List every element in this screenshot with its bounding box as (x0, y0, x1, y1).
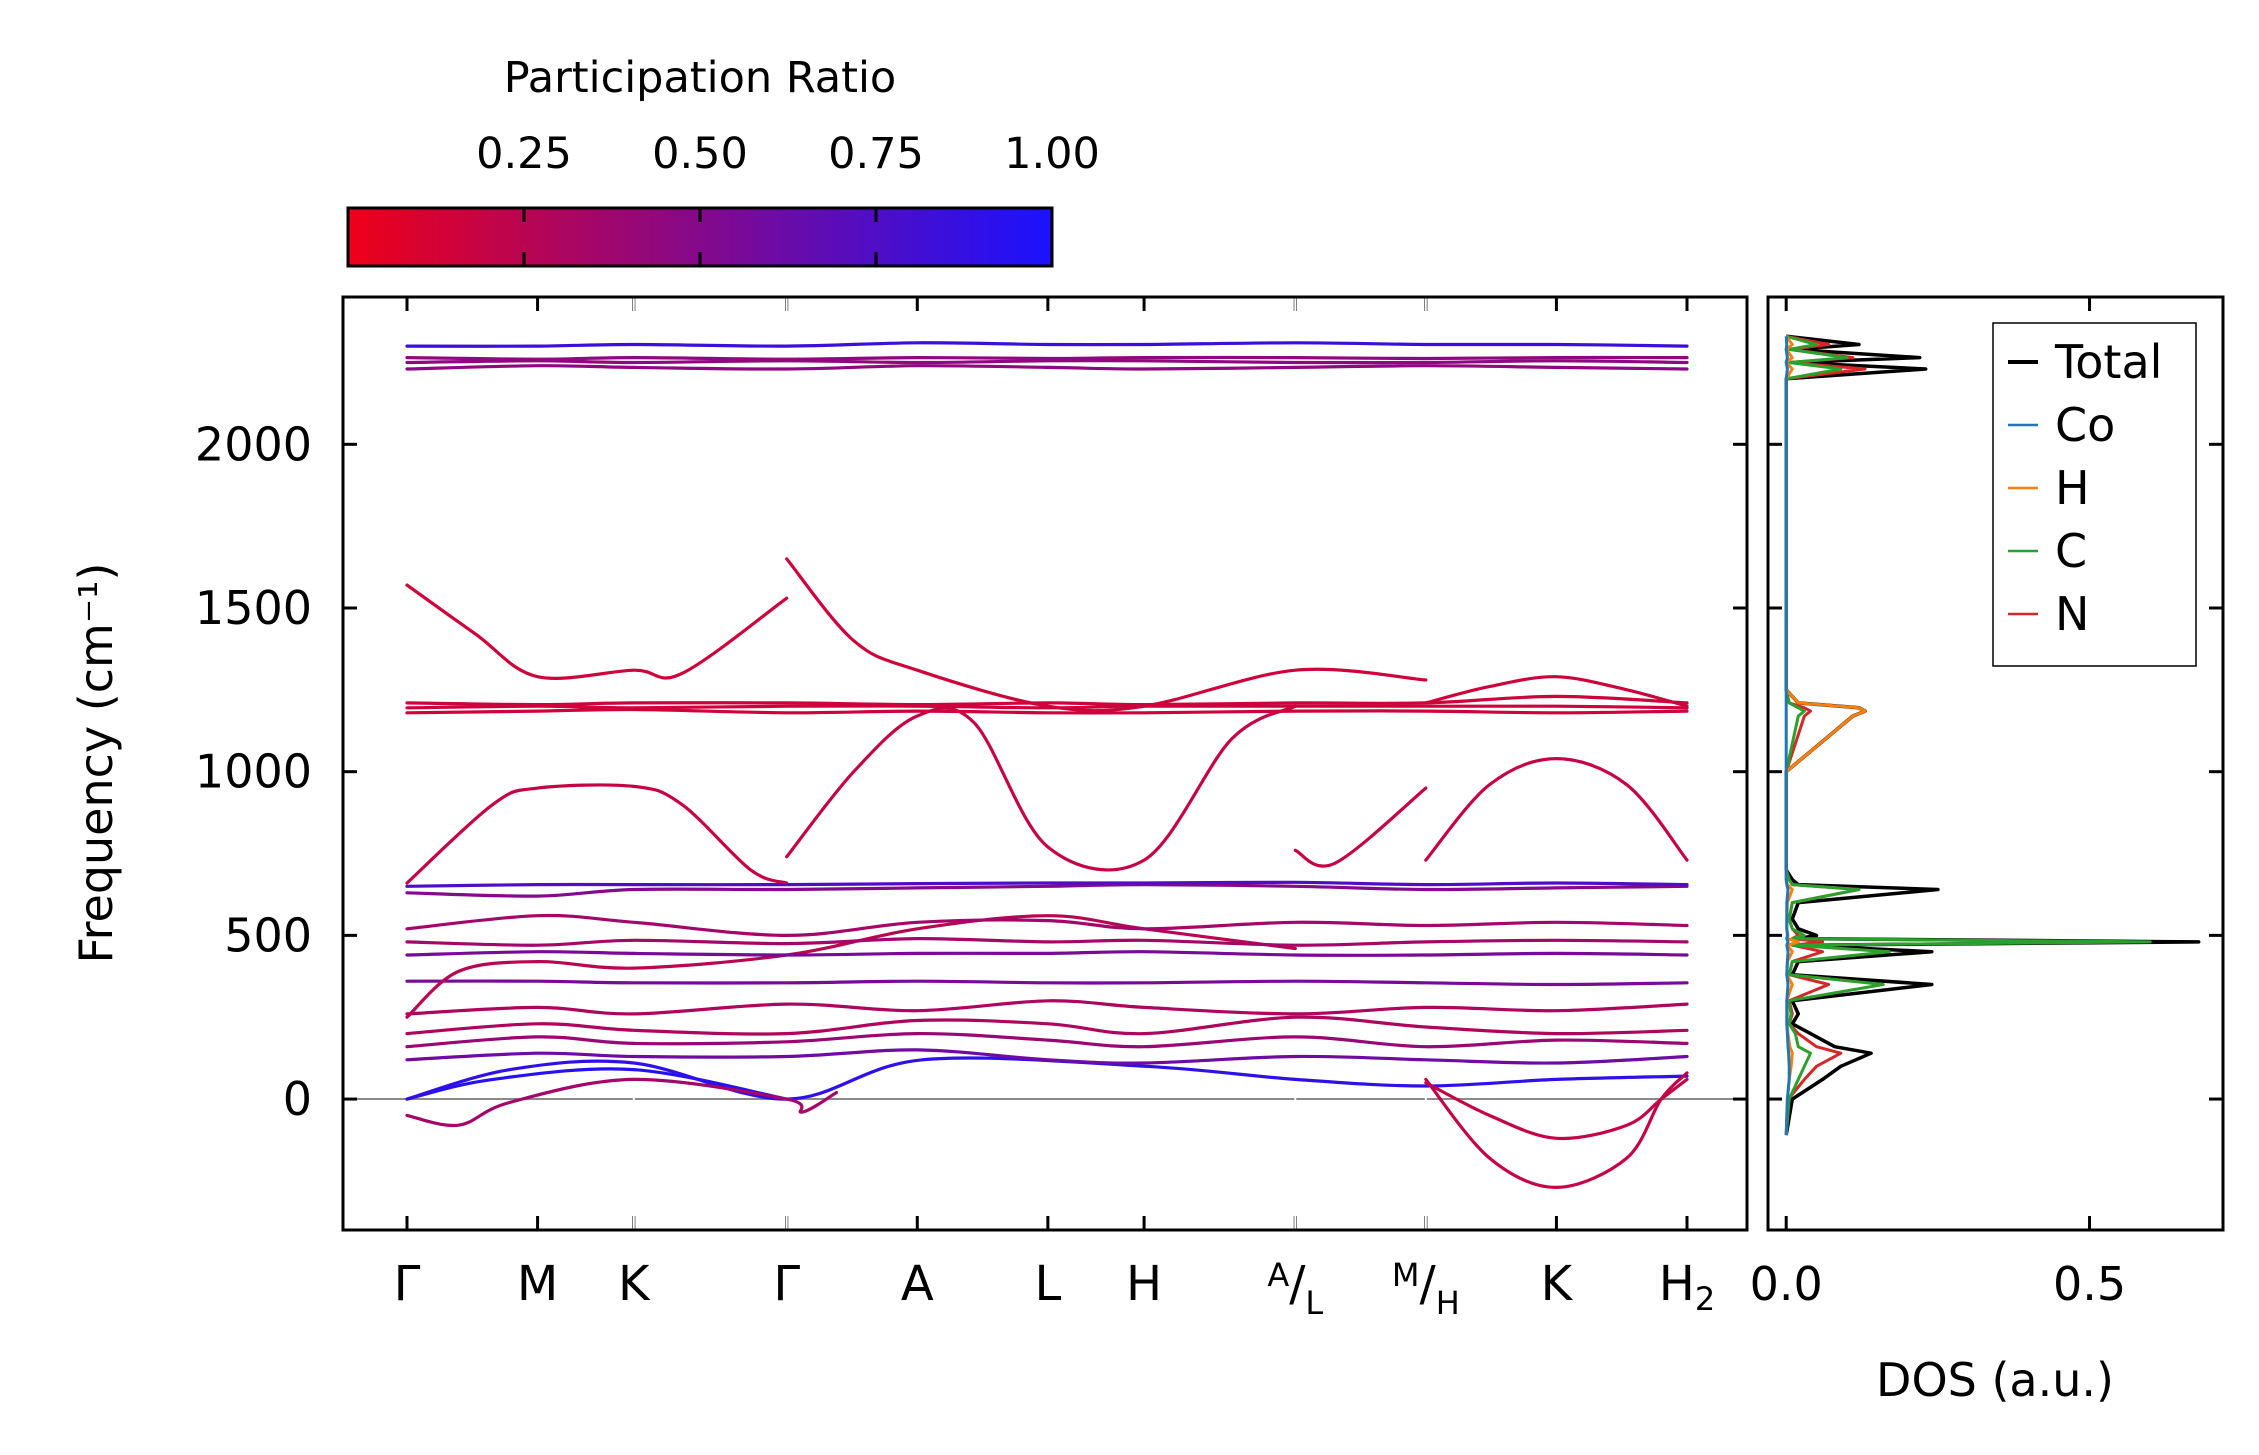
legend-entries: Total Co HCN (2008, 335, 2162, 641)
band-line-band-30 (405, 341, 1689, 348)
band-line-band-7 (405, 999, 1689, 1016)
colorbar: Participation Ratio 0.25 0.50 0.75 1.00 (346, 53, 1100, 268)
band-xtick-label: K (1541, 1256, 1574, 1312)
band-ytick-label: 0 (283, 1072, 312, 1126)
band-ytick-label: 1000 (195, 745, 312, 799)
dos-xtick-label: 0.0 (1750, 1257, 1823, 1311)
band-line-band-18 (1424, 756, 1689, 862)
band-line-band-24 (1424, 675, 1689, 708)
band-line-band-23 (785, 557, 1428, 713)
dos-axes: 0.0 0.5 (1750, 297, 2223, 1311)
band-line-band-11 (405, 936, 1689, 947)
band-line-band-16 (785, 704, 1297, 872)
colorbar-tick-label: 0.75 (828, 129, 924, 179)
band-line-band-3 (405, 1077, 839, 1128)
band-xtick-label: M/H (1392, 1256, 1460, 1322)
band-xtick-label: H (1126, 1256, 1162, 1312)
colorbar-tick-label: 0.25 (476, 129, 572, 179)
band-line-band-26 (1424, 1071, 1689, 1190)
dos-lines (1784, 334, 2201, 1136)
band-xtick-label: A/L (1267, 1256, 1323, 1322)
colorbar-tick-label: 1.00 (1004, 129, 1100, 179)
band-structure-panel: 0 500 1000 1500 2000 Γ M K Γ A L H A/L M/H K H2 Frequen… (69, 295, 1749, 1322)
dos-xtick-label: 0.5 (2053, 1257, 2126, 1311)
band-line-band-21 (405, 694, 1689, 707)
dos-frame (1766, 295, 2225, 1232)
band-line-band-12 (405, 913, 1689, 938)
dos-xlabel: DOS (a.u.) (1876, 1353, 2114, 1407)
band-line-band-28 (405, 359, 1689, 365)
band-ytick-label: 1500 (195, 581, 312, 635)
band-axes: 0 500 1000 1500 2000 Γ M K Γ A L H A/L M/H K H2 (195, 297, 1747, 1322)
band-line-band-27 (405, 364, 1689, 371)
band-xtick-label: K (618, 1256, 651, 1312)
legend-label-n: N (2055, 587, 2089, 641)
dos-line-co (1784, 336, 1791, 1136)
band-xtick-label: L (1034, 1256, 1061, 1312)
legend-label-co: Co (2055, 398, 2115, 452)
band-line-band-19 (405, 707, 1689, 715)
colorbar-tick-label: 0.50 (652, 129, 748, 179)
legend-label-c: C (2055, 524, 2087, 578)
band-line-band-1 (405, 1067, 789, 1101)
band-line-band-6 (405, 1015, 1689, 1036)
band-line-band-15 (405, 783, 789, 885)
band-ytick-label: 2000 (195, 417, 312, 471)
band-xtick-label: Γ (394, 1256, 421, 1312)
band-xtick-label: Γ (773, 1256, 800, 1312)
band-line-band-22 (405, 583, 789, 680)
band-line-band-2 (405, 1056, 1689, 1101)
band-line-band-8 (405, 979, 1689, 987)
band-ytick-label: 500 (224, 908, 312, 962)
band-line-band-14 (405, 880, 1689, 888)
band-xtick-label: M (517, 1256, 558, 1312)
dos-legend: Total Co HCN (1992, 322, 2197, 667)
band-line-band-9 (405, 914, 1297, 1019)
legend-box (1992, 322, 2197, 667)
band-xtick-label: A (901, 1256, 934, 1312)
band-lines (405, 341, 1689, 1190)
band-line-band-10 (405, 950, 1689, 957)
band-line-band-4 (405, 1048, 1689, 1065)
band-line-band-5 (405, 1031, 1689, 1049)
band-line-band-13 (405, 882, 1689, 898)
legend-label-total: Total (2054, 335, 2162, 389)
colorbar-title: Participation Ratio (504, 53, 897, 103)
band-frame (341, 295, 1749, 1232)
dos-panel: 0.0 0.5 DOS (a.u.) Total Co HCN (1750, 295, 2225, 1407)
colorbar-ticks: 0.25 0.50 0.75 1.00 (476, 129, 1100, 266)
band-ylabel: Frequency (cm⁻¹) (69, 563, 123, 964)
legend-label-h: H (2055, 461, 2090, 515)
band-line-band-29 (405, 355, 1689, 361)
band-line-band-17 (1293, 786, 1428, 868)
band-xtick-label: H2 (1659, 1256, 1715, 1318)
